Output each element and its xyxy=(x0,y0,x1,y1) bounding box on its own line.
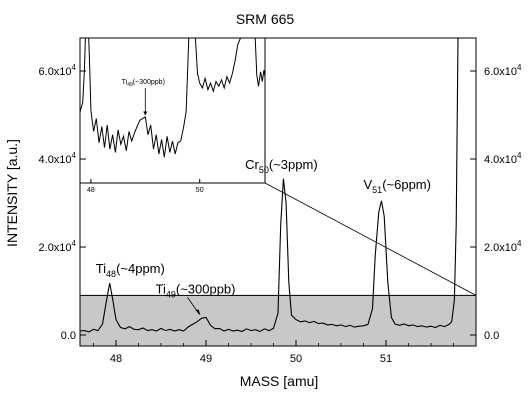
y-tick-label-right: 2.0x104 xyxy=(484,239,522,254)
x-tick-label: 51 xyxy=(380,353,392,365)
inset-annotation-label: Ti49(~300ppb) xyxy=(122,79,165,88)
peak-annotation-label: Ti49(~300ppb) xyxy=(155,281,235,299)
series-line-0 xyxy=(79,37,459,333)
y-tick-label-left: 2.0x104 xyxy=(39,239,77,254)
inset-x-tick-label: 48 xyxy=(87,187,95,194)
zoom-lines-layer xyxy=(264,182,477,296)
y-tick-label-right: 0.0 xyxy=(484,330,499,342)
x-tick-label: 48 xyxy=(110,353,122,365)
inset-frame xyxy=(79,37,266,184)
y-axis-label: INTENSITY [a.u.] xyxy=(4,139,20,247)
y-tick-label-left: 0.0 xyxy=(61,330,76,342)
chart-title: SRM 665 xyxy=(236,11,295,27)
inset-series-line xyxy=(80,38,265,158)
inset-layer: 48 50 Ti49(~300ppb) xyxy=(79,37,266,194)
inset-x-tick-label: 50 xyxy=(196,187,204,194)
y-tick-label-right: 4.0x104 xyxy=(484,151,522,166)
peak-annotation-label: Cr50(~3ppm) xyxy=(245,157,318,175)
inset-annotation-arrowhead xyxy=(143,111,148,116)
x-tick-label: 50 xyxy=(290,353,302,365)
plot-frame xyxy=(79,37,477,347)
peak-annotation-label: V51(~6ppm) xyxy=(364,177,431,195)
peak-annotation-arrowhead xyxy=(195,309,201,316)
peak-annotation-label: Ti48(~4ppm) xyxy=(96,261,165,279)
axes-layer: 48 49 50 51 0.0 0.0 2.0x104 2.0x104 4.0x104 4.0x1… xyxy=(39,37,522,365)
zoom-connector-line xyxy=(264,182,477,296)
y-tick-label-left: 4.0x104 xyxy=(39,151,77,166)
series-layer xyxy=(79,37,459,333)
x-tick-label: 49 xyxy=(200,353,212,365)
y-tick-label-right: 6.0x104 xyxy=(484,63,522,78)
y-tick-label-left: 6.0x104 xyxy=(39,63,77,78)
x-axis-label: MASS [amu] xyxy=(240,373,319,389)
annotation-layer: Ti48(~4ppm) Ti49(~300ppb) Cr50(~3ppm) V51(~… xyxy=(96,157,431,316)
